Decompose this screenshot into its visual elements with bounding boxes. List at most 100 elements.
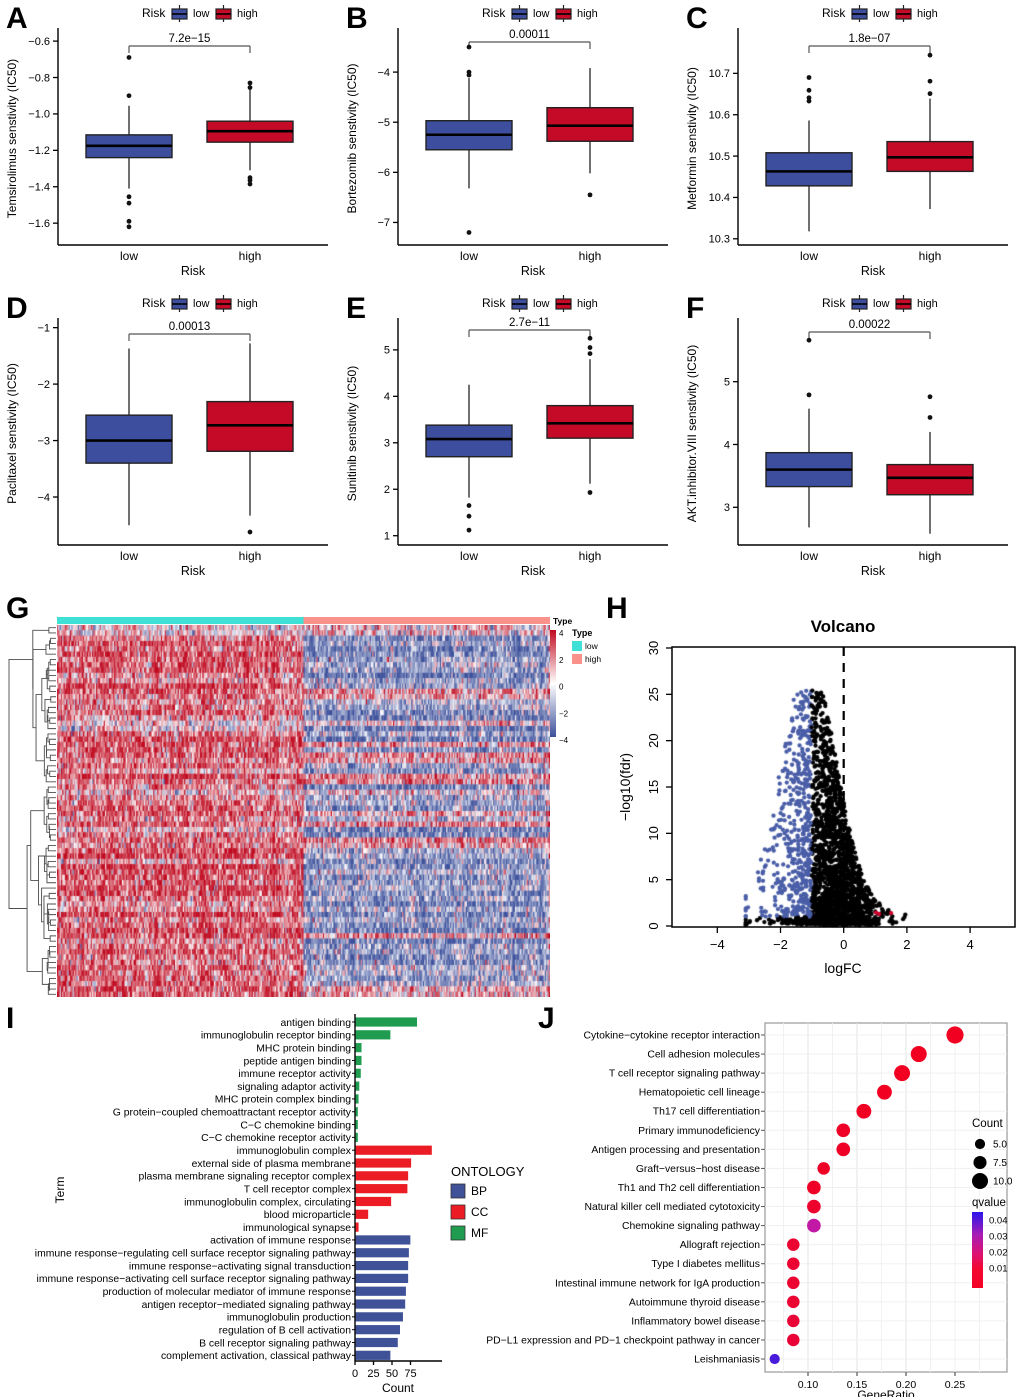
panel-C: C Risk low high 10.7 10.6 10.5 10.4 10.3 1.8e−07… [680,0,1020,290]
pvalue-bracket: 0.00022 [808,319,931,339]
box-group-low [425,44,513,235]
type-legend-title: Type [572,628,592,638]
panel-letter-I: I [6,1002,15,1035]
term-label: immunological synapse [243,1223,351,1234]
y-tick-label: −1.4 [28,182,50,194]
pathway-label: Primary immunodeficiency [638,1126,761,1137]
outlier-point [587,490,593,495]
bar-BP [355,1325,400,1335]
x-axis-title: Risk [181,564,206,578]
count-legend-dot [973,1155,987,1170]
y-axis-title: Temsirolimus senstivity (IC50) [5,59,19,218]
term-label: C−C chemokine binding [240,1120,351,1131]
x-category-label: low [800,549,818,563]
qvalue-tick-label: 0.02 [989,1248,1008,1259]
panel-letter-C: C [686,2,708,35]
pathway-label: Hematopoietic cell lineage [639,1088,761,1099]
y-tick-label: 5 [724,376,730,388]
pathway-label: Chemokine signaling pathway [622,1221,761,1232]
pathway-dot [946,1026,964,1044]
pathway-label: T cell receptor signaling pathway [609,1069,761,1080]
pathway-dot [817,1162,830,1175]
bar-MF [355,1081,360,1091]
y-tick-label: 10.6 [709,110,730,122]
y-tick-label: −1 [37,322,50,334]
ontology-label: CC [471,1205,489,1219]
bar-BP [355,1248,409,1258]
legend-title: Risk [142,6,166,20]
legend-label-low: low [533,8,550,20]
annotation-title: Type [553,616,572,626]
legend-label-low: low [193,8,210,20]
x-axis-title: GeneRatio [857,1388,915,1397]
legend-label-high: high [237,8,258,20]
pvalue-label: 2.7e−11 [509,317,550,329]
y-axis-title: Metformin senstivity (IC50) [685,67,699,210]
term-label: immune response−activating cell surface … [37,1274,352,1285]
volcano-plot: Volcano −4 −2 0 2 4 0 5 10 15 20 25 30 logFC −log10(fd… [600,590,1020,1000]
pathway-dot [807,1218,821,1233]
pathway-dot [787,1314,800,1328]
box-group-high [886,394,974,534]
pathway-label: Type I diabetes mellitus [651,1259,760,1270]
colorbar-tick: −4 [559,736,569,745]
legend-label-low: low [193,298,210,310]
volcano-points [600,590,1020,1000]
panel-B: B Risk low high −4 −5 −6 −7 0.00011 low high Risk B… [340,0,680,290]
outlier-point [126,218,132,224]
y-tick-label: 10.4 [709,192,730,204]
y-axis-title: Sunitinib senstivity (IC50) [345,366,359,501]
y-tick-label: 5 [646,876,661,883]
count-legend-label: 10.0 [993,1177,1013,1188]
term-label: immunoglobulin complex [237,1146,352,1157]
bar-BP [355,1350,391,1360]
pvalue-bracket: 7.2e−15 [128,33,251,53]
bar-CC [355,1209,369,1219]
boxplot-svg: Risk low high 5 4 3 0.00022 low high Risk AKT.inhi… [685,295,1008,578]
pathway-dot [910,1046,927,1063]
y-tick-label: 3 [384,438,390,450]
outlier-point [466,230,472,235]
term-label: immunoglobulin production [227,1313,351,1324]
x-category-label: high [919,549,942,563]
legend-title: Risk [142,296,166,310]
x-tick-label: 0 [352,1368,358,1380]
count-legend-label: 5.0 [993,1140,1007,1151]
heatmap-svg: Type 4 2 0 −2 −4 Type low high [8,616,601,995]
boxplot-svg: Risk low high −4 −5 −6 −7 0.00011 low high Risk Bor… [345,5,668,278]
x-tick-label: 75 [404,1368,416,1380]
x-category-label: low [460,249,478,263]
colorbar-tick: 4 [559,629,564,638]
box-group-high [546,68,634,198]
panel-letter-D: D [6,292,28,325]
bar-CC [355,1184,408,1194]
legend-label-low: low [873,8,890,20]
y-tick-label: −4 [37,492,50,504]
outlier-point [247,80,253,86]
outlier-point [126,55,132,60]
box-low [765,152,853,187]
term-label: external side of plasma membrane [192,1159,352,1170]
y-tick-label: 25 [646,687,661,701]
outlier-point [466,72,472,78]
heatmap-expression: Type 4 2 0 −2 −4 Type low high [0,590,601,1000]
y-tick-label: −5 [377,117,390,129]
pathway-label: Natural killer cell mediated cytotoxicit… [584,1202,760,1213]
pathway-dot [856,1103,872,1119]
boxplot-bortezomib: Risk low high −4 −5 −6 −7 0.00011 low high Risk Bor… [340,0,680,290]
legend-title: Risk [822,6,846,20]
boxplot-svg: Risk low high 10.7 10.6 10.5 10.4 10.3 1.8e−07 lo… [685,5,1008,278]
ontology-key-MF [450,1225,466,1241]
bar-BP [355,1235,411,1245]
y-tick-label: 30 [646,641,661,655]
term-label: peptide antigen binding [244,1056,352,1067]
x-tick-label: 0.15 [847,1379,868,1391]
outlier-point [587,351,593,356]
risk-legend: Risk low high [482,5,598,22]
type-legend-label: low [585,641,599,651]
x-category-label: low [120,549,138,563]
term-label: immunoglobulin complex, circulating [184,1197,351,1208]
term-label: plasma membrane signaling receptor compl… [138,1172,351,1183]
pathway-label: Th1 and Th2 cell differentiation [618,1183,761,1194]
legend-label-high: high [577,298,598,310]
